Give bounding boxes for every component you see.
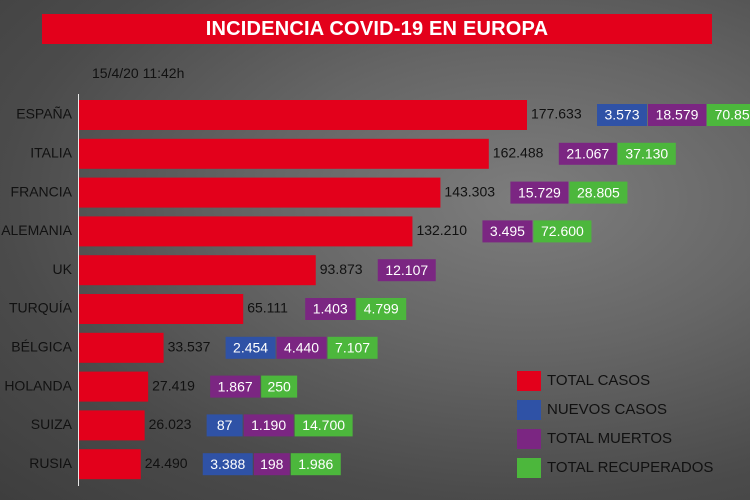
y-axis-line xyxy=(78,94,79,486)
muertos-label: 15.729 xyxy=(518,184,561,200)
total-cases-bar xyxy=(79,410,145,441)
category-label: ESPAÑA xyxy=(16,106,72,122)
total-cases-label: 27.419 xyxy=(152,377,195,393)
recuperados-box xyxy=(617,142,676,165)
category-label: FRANCIA xyxy=(11,183,73,199)
total-cases-label: 143.303 xyxy=(444,183,495,199)
category-label: BÉLGICA xyxy=(11,339,72,355)
category-label: SUIZA xyxy=(31,416,73,432)
recuperados-box xyxy=(327,336,378,359)
recuperados-box xyxy=(261,375,298,398)
muertos-label: 1.867 xyxy=(218,378,253,394)
total-cases-label: 24.490 xyxy=(145,455,188,471)
muertos-label: 198 xyxy=(260,456,284,472)
recuperados-box xyxy=(294,414,353,437)
muertos-box xyxy=(210,375,261,398)
total-cases-bar xyxy=(79,138,489,169)
recuperados-box xyxy=(707,104,750,126)
nuevos-box xyxy=(597,104,647,126)
total-cases-bar xyxy=(79,449,141,480)
legend-swatch xyxy=(517,457,541,478)
total-cases-label: 162.488 xyxy=(493,145,544,161)
muertos-label: 21.067 xyxy=(566,146,609,162)
muertos-label: 3.495 xyxy=(490,223,525,239)
legend-item: TOTAL RECUPERADOS xyxy=(517,453,713,482)
recuperados-label: 72.600 xyxy=(541,223,584,239)
legend-item: TOTAL CASOS xyxy=(517,366,713,395)
nuevos-box xyxy=(202,453,253,476)
total-cases-bar xyxy=(79,255,316,286)
recuperados-label: 28.805 xyxy=(577,184,620,200)
legend: TOTAL CASOS NUEVOS CASOS TOTAL MUERTOS TOTA… xyxy=(517,366,713,482)
total-cases-bar xyxy=(79,100,527,130)
nuevos-label: 3.573 xyxy=(604,107,639,123)
nuevos-box xyxy=(225,336,276,359)
muertos-box xyxy=(305,298,356,320)
recuperados-label: 14.700 xyxy=(302,417,345,433)
chart-title: INCIDENCIA COVID-19 EN EUROPA xyxy=(42,14,712,44)
recuperados-box xyxy=(533,220,592,243)
muertos-box xyxy=(276,336,327,359)
category-label: ITALIA xyxy=(30,145,72,161)
total-cases-label: 132.210 xyxy=(416,222,467,238)
recuperados-box xyxy=(356,298,407,320)
nuevos-box xyxy=(206,414,243,437)
category-label: RUSIA xyxy=(29,455,72,471)
category-label: ALEMANIA xyxy=(1,222,72,238)
legend-label: TOTAL CASOS xyxy=(547,372,651,389)
muertos-label: 12.107 xyxy=(385,262,428,278)
nuevos-label: 2.454 xyxy=(233,340,268,356)
legend-swatch xyxy=(517,428,541,449)
recuperados-label: 4.799 xyxy=(364,301,399,317)
muertos-label: 4.440 xyxy=(284,340,319,356)
recuperados-label: 70.853 xyxy=(715,107,750,123)
timestamp: 15/4/20 11:42h xyxy=(92,65,185,81)
legend-label: NUEVOS CASOS xyxy=(547,401,668,418)
legend-label: TOTAL MUERTOS xyxy=(547,430,673,447)
muertos-box xyxy=(482,220,533,243)
muertos-box xyxy=(253,453,290,476)
total-cases-label: 26.023 xyxy=(149,416,192,432)
category-label: UK xyxy=(53,261,73,277)
recuperados-box xyxy=(569,181,628,204)
muertos-box xyxy=(648,104,706,126)
total-cases-bar xyxy=(79,371,149,402)
total-cases-bar xyxy=(79,216,413,247)
total-cases-bar xyxy=(79,294,244,324)
legend-item: TOTAL MUERTOS xyxy=(517,424,713,453)
total-cases-bar xyxy=(79,332,164,363)
muertos-box xyxy=(243,414,294,437)
total-cases-label: 65.111 xyxy=(247,300,288,316)
total-cases-label: 93.873 xyxy=(320,261,363,277)
muertos-box xyxy=(558,142,617,165)
recuperados-label: 1.986 xyxy=(298,456,333,472)
category-label: HOLANDA xyxy=(4,377,72,393)
legend-swatch xyxy=(517,370,541,391)
category-label: TURQUÍA xyxy=(9,300,73,316)
total-cases-label: 33.537 xyxy=(168,339,211,355)
muertos-label: 1.190 xyxy=(251,417,286,433)
muertos-box xyxy=(377,259,436,282)
recuperados-label: 250 xyxy=(267,378,291,394)
recuperados-label: 7.107 xyxy=(335,340,370,356)
legend-label: TOTAL RECUPERADOS xyxy=(547,459,714,476)
nuevos-label: 3.388 xyxy=(210,456,245,472)
nuevos-label: 87 xyxy=(217,417,233,433)
muertos-label: 18.579 xyxy=(656,107,699,123)
muertos-box xyxy=(510,181,569,204)
recuperados-label: 37.130 xyxy=(625,146,668,162)
recuperados-box xyxy=(290,453,341,476)
total-cases-bar xyxy=(79,177,441,208)
muertos-label: 1.403 xyxy=(313,301,348,317)
legend-item: NUEVOS CASOS xyxy=(517,395,713,424)
total-cases-label: 177.633 xyxy=(531,106,582,122)
legend-swatch xyxy=(517,399,541,420)
